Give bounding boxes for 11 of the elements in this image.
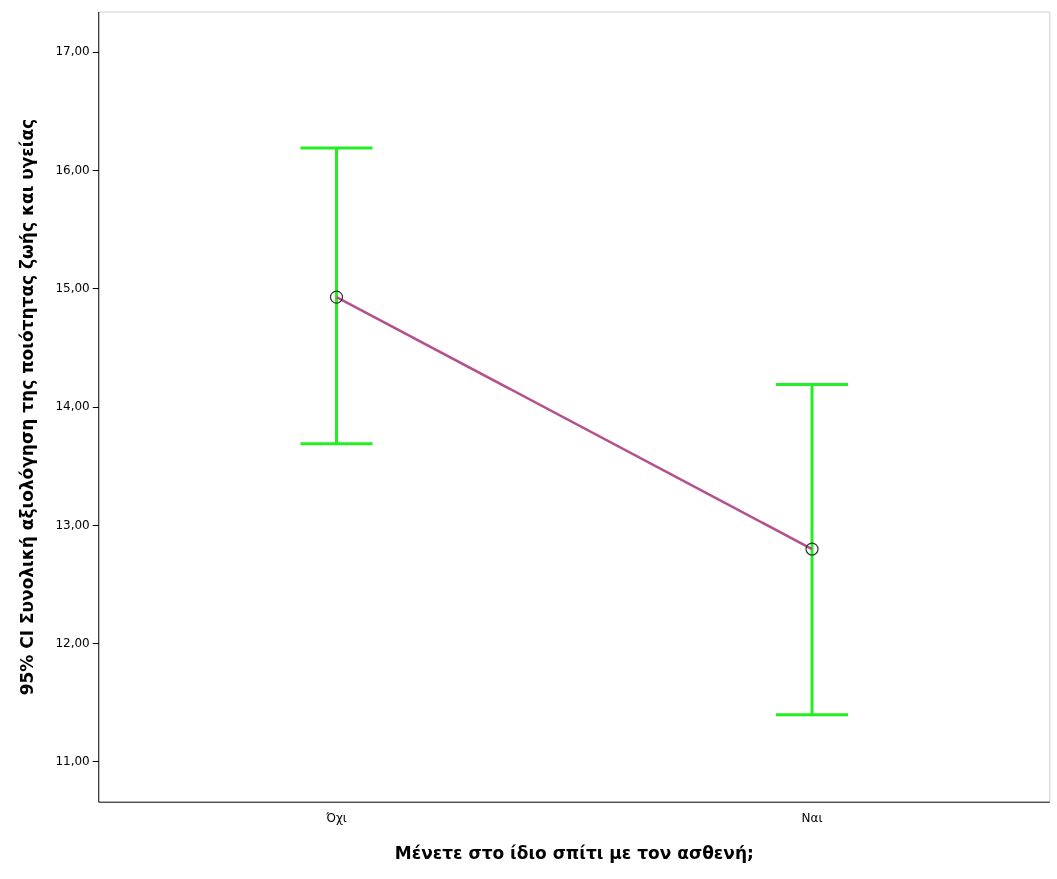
y-tick-label: 14,00 (55, 399, 90, 414)
y-axis-title: 95% CI Συνολική αξιολόγηση της ποιότητας ζωής και υγείας (16, 118, 37, 696)
x-tick-label: Ναι (801, 810, 823, 825)
y-tick-label: 11,00 (55, 754, 90, 769)
x-axis-title: Μένετε στο ίδιο σπίτι με τον ασθενή; (394, 843, 754, 864)
y-tick-label: 13,00 (55, 517, 90, 532)
y-tick-label: 17,00 (55, 44, 90, 59)
y-tick-label: 16,00 (55, 162, 90, 177)
y-tick-label: 12,00 (55, 635, 90, 650)
x-tick-label: Όχι (325, 810, 347, 825)
y-tick-label: 15,00 (55, 280, 90, 295)
